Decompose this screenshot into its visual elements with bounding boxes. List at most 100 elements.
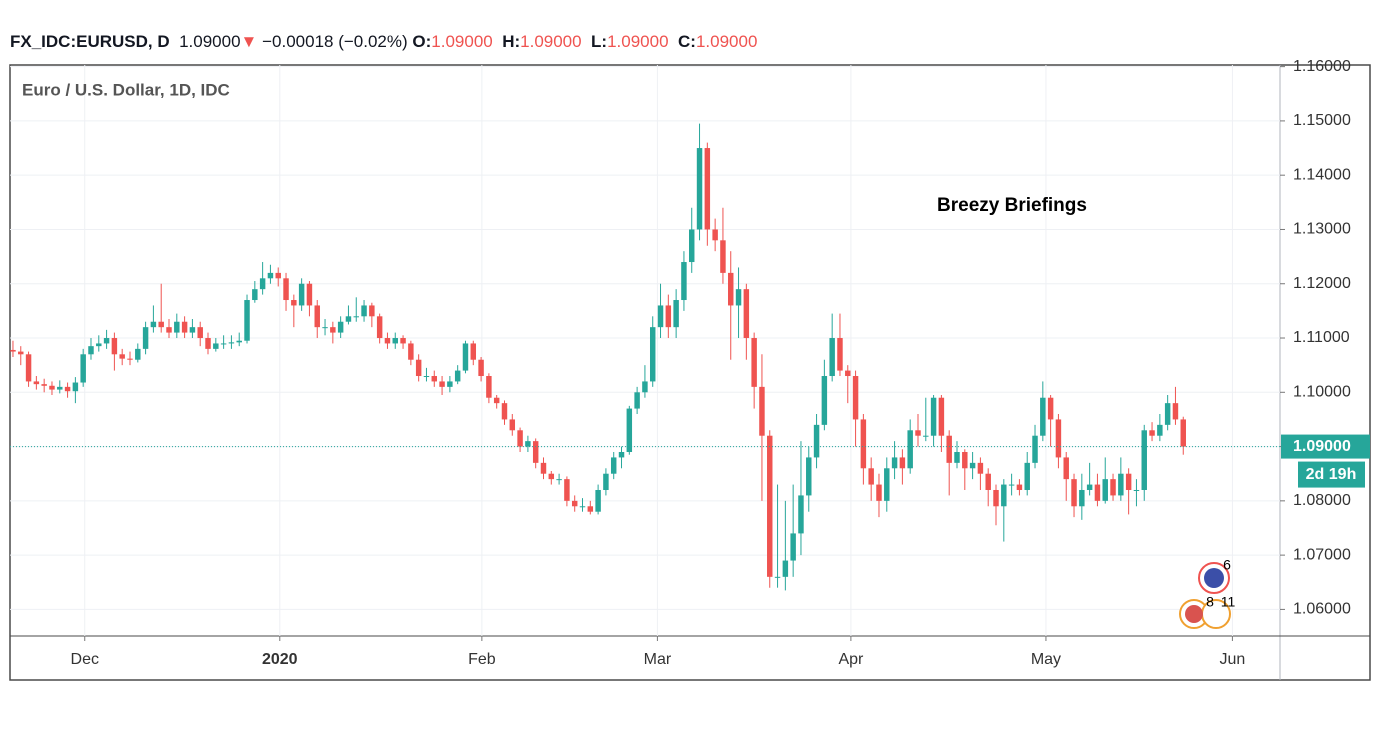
candle-body xyxy=(821,376,828,425)
candle-body xyxy=(189,327,196,333)
x-tick-label: Apr xyxy=(838,651,864,668)
grid xyxy=(10,65,1280,636)
candle-body xyxy=(174,321,180,333)
candle-body xyxy=(103,338,110,344)
x-tick-label: May xyxy=(1031,651,1061,668)
candle-body xyxy=(439,381,445,387)
candle-body xyxy=(681,262,687,301)
candle-body xyxy=(213,343,219,349)
last-price-label: 1.09000 xyxy=(1293,438,1351,455)
candle-body xyxy=(618,451,625,458)
candle-body xyxy=(1102,479,1108,501)
candle-body xyxy=(337,321,344,333)
down-arrow: ▼ xyxy=(240,32,258,51)
candle-body xyxy=(80,354,86,383)
l-value: 1.09000 xyxy=(607,32,669,51)
labels: 1.06000 1.07000 1.08000 1.09000 1.10000 1.110… xyxy=(10,58,1370,668)
candle-body xyxy=(665,305,672,328)
candle-body xyxy=(353,316,359,318)
o-value: 1.09000 xyxy=(431,32,493,51)
candle-body xyxy=(1047,397,1054,420)
candle-body xyxy=(64,386,71,392)
x-tick-label: Jun xyxy=(1220,651,1246,668)
candle-body xyxy=(111,338,118,355)
candle-body xyxy=(1008,484,1015,486)
candle-body xyxy=(392,338,398,344)
candle-body xyxy=(462,343,469,371)
event-count: 11 xyxy=(1221,594,1236,610)
annotation: Breezy Briefings xyxy=(937,195,1087,216)
candle-body xyxy=(454,370,461,382)
candle-body xyxy=(306,283,313,306)
candle-body xyxy=(493,397,500,404)
candle-body xyxy=(845,370,851,377)
candle-body xyxy=(571,500,578,507)
x-tick-label: Feb xyxy=(468,651,496,668)
candle-body xyxy=(205,338,211,349)
candle-body xyxy=(119,354,125,359)
candle-body xyxy=(837,338,843,371)
event-count: 6 xyxy=(1223,557,1231,573)
candle-body xyxy=(1071,479,1077,507)
h-label: H: xyxy=(502,32,521,51)
candle-body xyxy=(696,148,703,230)
y-tick-label: 1.13000 xyxy=(1293,221,1351,238)
candle-body xyxy=(486,376,492,398)
candle-body xyxy=(400,338,406,344)
candle-body xyxy=(88,346,94,355)
candle-body xyxy=(962,451,968,469)
candle-body xyxy=(642,381,648,393)
candle-body xyxy=(564,479,570,501)
y-tick-label: 1.06000 xyxy=(1293,601,1351,618)
candle-body xyxy=(603,473,609,490)
y-tick-label: 1.07000 xyxy=(1293,546,1351,563)
candle-body xyxy=(415,359,422,377)
candle-body xyxy=(704,148,711,230)
candle-body xyxy=(509,419,516,431)
candle-body xyxy=(1086,484,1093,490)
c-value: 1.09000 xyxy=(695,32,758,51)
candle-body xyxy=(930,397,937,436)
candle-body xyxy=(946,435,952,463)
candle-body xyxy=(689,229,695,263)
candle-body xyxy=(267,272,274,279)
candle-body xyxy=(33,381,40,385)
candle-body xyxy=(954,451,960,463)
candle-body xyxy=(525,441,531,447)
candle-body xyxy=(1001,484,1007,507)
candle-body xyxy=(782,560,789,577)
candle-body xyxy=(41,384,47,386)
candle-body xyxy=(447,381,453,387)
candle-body xyxy=(915,430,921,436)
candle-body xyxy=(907,430,913,469)
candle-body xyxy=(1157,424,1163,436)
candle-body xyxy=(470,343,477,360)
candle-body xyxy=(1094,484,1101,501)
candle-body xyxy=(977,462,984,474)
candle-body xyxy=(923,435,929,437)
candle-body xyxy=(868,468,874,485)
candle-body xyxy=(938,397,945,436)
candle-body xyxy=(743,289,750,339)
last-price-box xyxy=(1281,434,1370,459)
candle-body xyxy=(1141,430,1147,490)
candle-body xyxy=(1055,419,1062,458)
candle-body xyxy=(806,457,812,496)
candle-body xyxy=(1180,419,1186,447)
candle-body xyxy=(673,300,679,328)
change: −0.00018 (−0.02%) xyxy=(262,32,408,51)
candle-body xyxy=(860,419,867,469)
candle-body xyxy=(626,408,633,452)
eu-flag xyxy=(1204,568,1224,588)
candle-body xyxy=(18,351,24,355)
candle-body xyxy=(252,289,258,301)
candle-body xyxy=(587,506,594,512)
candle-body xyxy=(96,343,102,347)
candle-body xyxy=(891,457,898,469)
candle-body xyxy=(649,327,656,382)
candle-body xyxy=(49,385,55,390)
symbol: FX_IDC:EURUSD, D xyxy=(10,32,170,51)
candle-body xyxy=(166,327,172,333)
candle-body xyxy=(361,305,367,317)
candle-body xyxy=(556,479,562,481)
